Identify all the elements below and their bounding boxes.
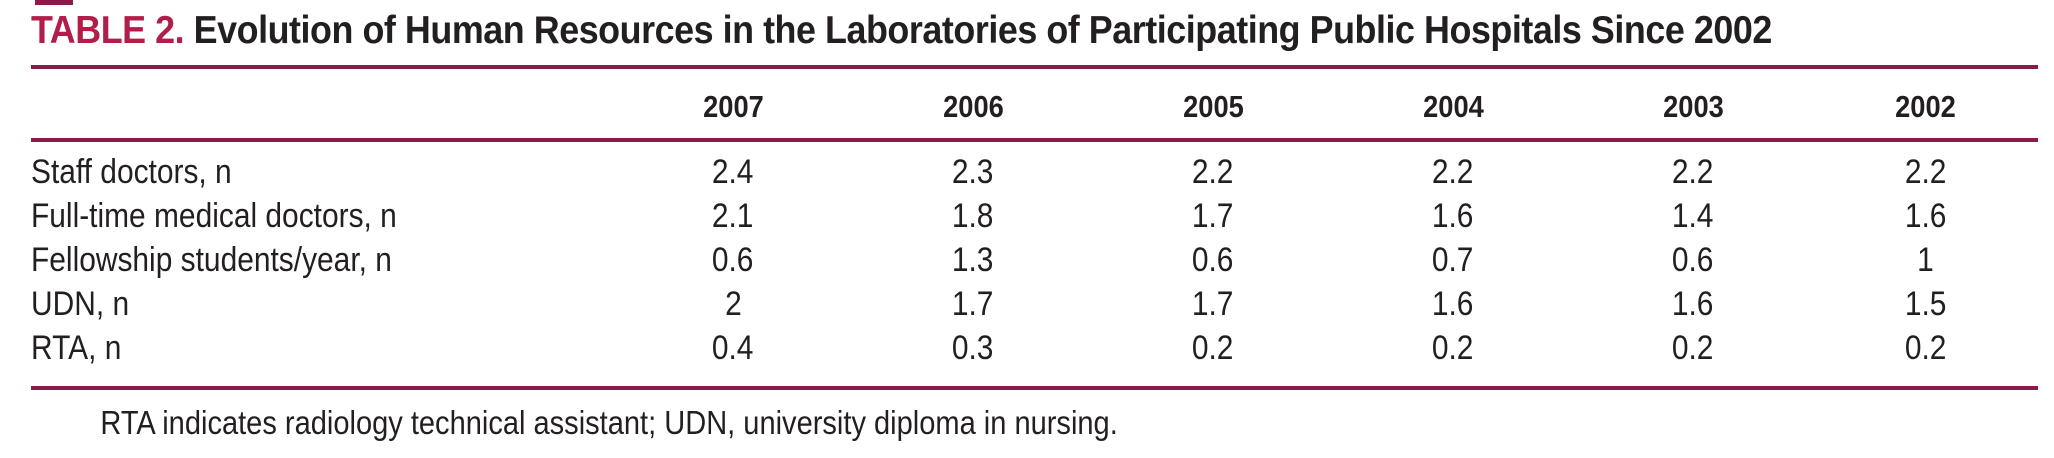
column-header-2003: 2003: [1573, 91, 1813, 122]
cell-value: 0.2: [1432, 329, 1474, 367]
cell-value: 0.2: [1904, 329, 1947, 367]
row-label-text: Staff doctors, n: [31, 153, 232, 191]
cell-value: 1.4: [1672, 197, 1714, 235]
column-header-label: 2005: [1182, 89, 1244, 124]
cell-value: 0.4: [712, 329, 754, 367]
table-cell: 1.6: [1333, 282, 1573, 326]
cell-value: 2.4: [712, 153, 754, 191]
cell-value: 1.8: [952, 197, 994, 235]
column-header-label: 2004: [1422, 89, 1484, 124]
cell-value: 0.3: [952, 329, 994, 367]
cell-value: 2.2: [1904, 153, 1947, 191]
cell-value: 0.2: [1192, 329, 1234, 367]
cell-value: 2.1: [712, 197, 754, 235]
table-cell: 1.6: [1333, 194, 1573, 238]
table-cell: 0.7: [1333, 238, 1573, 282]
column-header-2004: 2004: [1333, 91, 1573, 122]
table-cell: 1: [1813, 238, 2038, 282]
scan-edge-artifact: [35, 0, 73, 5]
cell-value: 2.2: [1192, 153, 1234, 191]
cell-value: 2.2: [1672, 153, 1714, 191]
cell-value: 1.7: [1192, 197, 1234, 235]
footnote-text: RTA indicates radiology technical assist…: [100, 404, 1118, 441]
cell-value: 2.3: [952, 153, 994, 191]
cell-value: 0.6: [1672, 241, 1714, 279]
table-cell: 0.2: [1333, 326, 1573, 370]
column-header-2006: 2006: [853, 91, 1093, 122]
cell-value: 1.6: [1432, 285, 1474, 323]
table-cell: 0.6: [1093, 238, 1333, 282]
table-cell: 0.6: [613, 238, 853, 282]
table-cell: 2.2: [1093, 150, 1333, 194]
row-label: Staff doctors, n: [31, 150, 613, 194]
table-cell: 0.4: [613, 326, 853, 370]
cell-value: 1.6: [1432, 197, 1474, 235]
row-label-text: Full-time medical doctors, n: [31, 197, 397, 235]
column-header-2005: 2005: [1093, 91, 1333, 122]
cell-value: 0.6: [1192, 241, 1234, 279]
table-row: Staff doctors, n 2.4 2.3 2.2 2.2 2.2 2.2: [31, 150, 2038, 194]
table-cell: 1.7: [1093, 194, 1333, 238]
table-cell: 2.3: [853, 150, 1093, 194]
column-header-label: 2006: [942, 89, 1004, 124]
table-cell: 1.7: [853, 282, 1093, 326]
table-cell: 1.6: [1573, 282, 1813, 326]
bottom-rule: [31, 386, 2038, 390]
table-cell: 1.4: [1573, 194, 1813, 238]
table-row: UDN, n 2 1.7 1.7 1.6 1.6 1.5: [31, 282, 2038, 326]
cell-value: 1.6: [1904, 197, 1947, 235]
cell-value: 1.3: [952, 241, 994, 279]
row-label: RTA, n: [31, 326, 613, 370]
table-number-label: TABLE 2.: [31, 9, 185, 52]
row-label: Full-time medical doctors, n: [31, 194, 613, 238]
table-body: Staff doctors, n 2.4 2.3 2.2 2.2 2.2 2.2…: [31, 142, 2038, 370]
header-rule: [31, 138, 2038, 142]
cell-value: 1.7: [1192, 285, 1234, 323]
cell-value: 2.2: [1432, 153, 1474, 191]
table-row: RTA, n 0.4 0.3 0.2 0.2 0.2 0.2: [31, 326, 2038, 370]
table-cell: 1.6: [1813, 194, 2038, 238]
table-cell: 2.1: [613, 194, 853, 238]
table-footnote: RTA indicates radiology technical assist…: [31, 403, 2038, 443]
table-cell: 0.2: [1093, 326, 1333, 370]
table-cell: 1.5: [1813, 282, 2038, 326]
row-label: UDN, n: [31, 282, 613, 326]
table-cell: 1.3: [853, 238, 1093, 282]
table-title-text: Evolution of Human Resources in the Labo…: [193, 9, 1773, 52]
cell-value: 1.6: [1672, 285, 1714, 323]
row-label-text: Fellowship students/year, n: [31, 241, 392, 279]
table-cell: 1.7: [1093, 282, 1333, 326]
table-cell: 2: [613, 282, 853, 326]
table-cell: 2.2: [1333, 150, 1573, 194]
table-cell: 0.6: [1573, 238, 1813, 282]
row-label-text: UDN, n: [31, 285, 130, 323]
table-cell: 0.2: [1573, 326, 1813, 370]
column-header-label: 2002: [1895, 89, 1956, 124]
column-header-2002: 2002: [1813, 91, 2038, 122]
column-header-2007: 2007: [613, 91, 853, 122]
table-row: Fellowship students/year, n 0.6 1.3 0.6 …: [31, 238, 2038, 282]
row-label-text: RTA, n: [31, 329, 122, 367]
table-cell: 0.3: [853, 326, 1093, 370]
table-cell: 2.2: [1813, 150, 2038, 194]
table-cell: 0.2: [1813, 326, 2038, 370]
cell-value: 1: [1917, 241, 1934, 279]
column-header-label: 2003: [1662, 89, 1724, 124]
table-title: TABLE 2. Evolution of Human Resources in…: [31, 10, 2038, 52]
cell-value: 1.5: [1904, 285, 1947, 323]
table-cell: 2.2: [1573, 150, 1813, 194]
cell-value: 0.7: [1432, 241, 1474, 279]
cell-value: 0.2: [1672, 329, 1714, 367]
cell-value: 2: [724, 285, 742, 323]
top-rule: [31, 65, 2038, 69]
cell-value: 0.6: [712, 241, 754, 279]
table-cell: 1.8: [853, 194, 1093, 238]
table-cell: 2.4: [613, 150, 853, 194]
row-label: Fellowship students/year, n: [31, 238, 613, 282]
column-header-label: 2007: [702, 89, 764, 124]
cell-value: 1.7: [952, 285, 994, 323]
table-row: Full-time medical doctors, n 2.1 1.8 1.7…: [31, 194, 2038, 238]
table-header-row: 2007 2006 2005 2004 2003 2002: [31, 69, 2038, 138]
